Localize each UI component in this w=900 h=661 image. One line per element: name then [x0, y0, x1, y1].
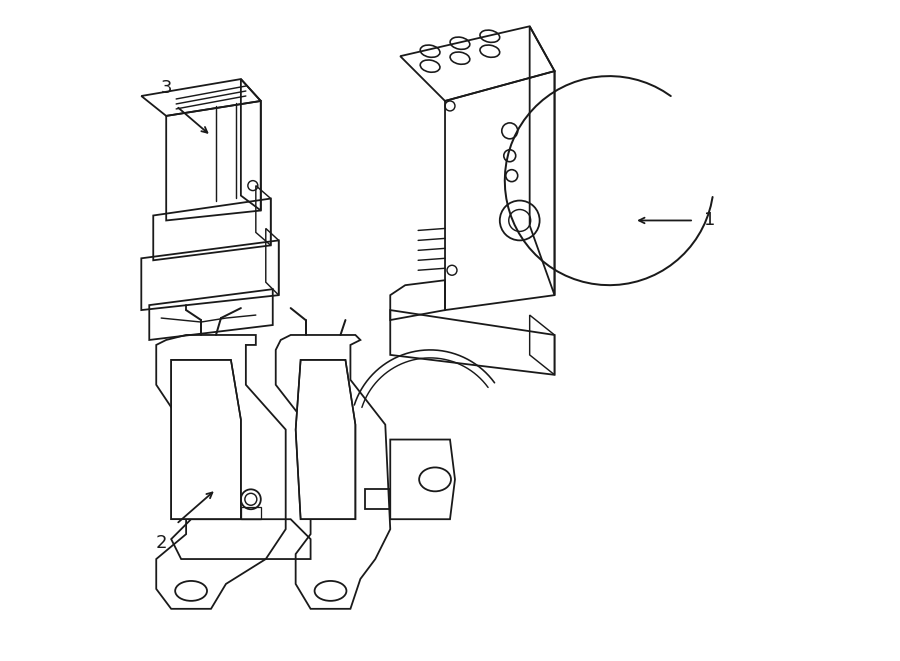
- Text: 3: 3: [160, 79, 172, 97]
- Polygon shape: [296, 360, 356, 519]
- Text: 1: 1: [704, 212, 716, 229]
- Text: 2: 2: [156, 534, 167, 552]
- Polygon shape: [171, 360, 241, 519]
